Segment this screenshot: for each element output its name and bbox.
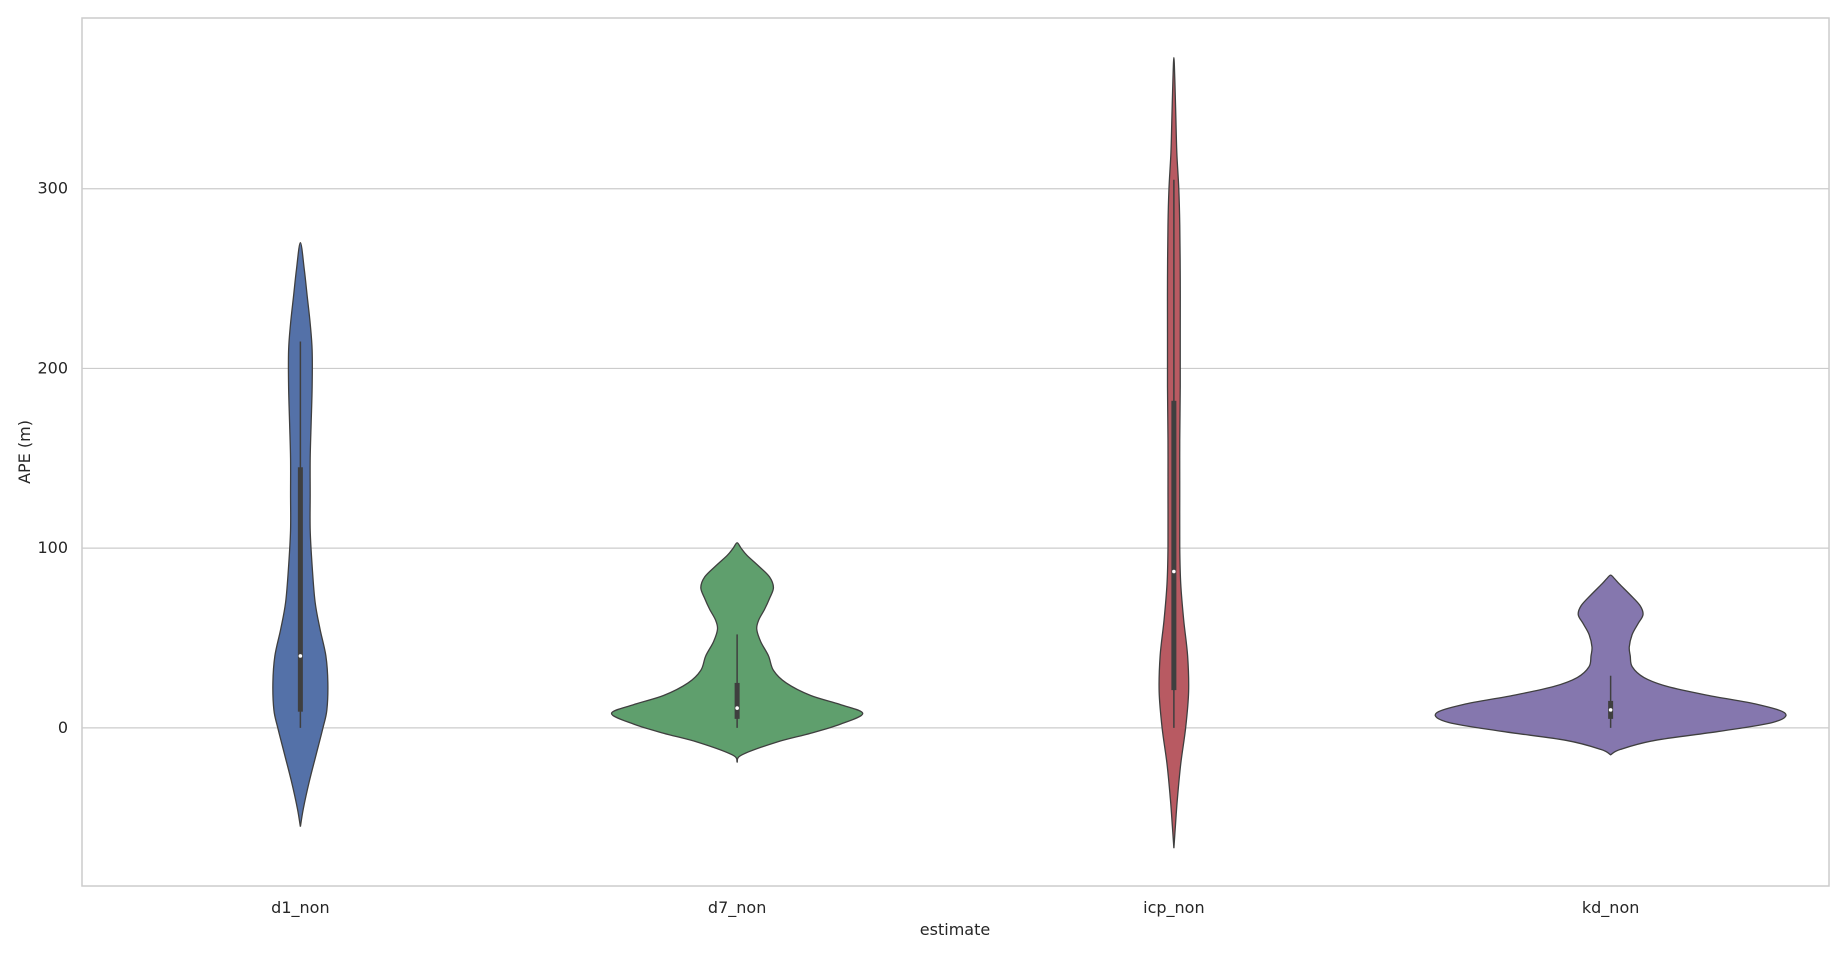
y-tick-label: 200 [37, 358, 68, 377]
violin-d1_non [272, 241, 329, 827]
y-tick-label: 0 [58, 718, 68, 737]
violin-median [1172, 569, 1176, 574]
violin-icp_non [1158, 56, 1190, 849]
plot-frame [81, 17, 1830, 887]
y-tick-labels: 0 100 200 300 [37, 179, 68, 737]
violin-body [1434, 574, 1787, 756]
violin-d7_non [610, 542, 864, 764]
y-tick-label: 300 [37, 179, 68, 198]
violin-median [298, 654, 303, 658]
y-tick-label: 100 [37, 538, 68, 557]
violin-iqr-box [297, 467, 303, 712]
violin-iqr-box [1171, 400, 1177, 691]
violin-iqr-box [734, 682, 740, 719]
violin-kd_non [1434, 574, 1787, 756]
x-tick-label: icp_non [1143, 898, 1204, 918]
y-axis-label: APE (m) [15, 420, 34, 484]
x-tick-labels: d1_non d7_non icp_non kd_non [271, 898, 1639, 918]
plot-background [82, 18, 1829, 886]
x-tick-label: d1_non [271, 898, 329, 918]
x-tick-label: kd_non [1582, 898, 1640, 918]
violin-median [735, 706, 739, 710]
violin-median [1608, 708, 1613, 712]
x-axis-label: estimate [920, 920, 990, 939]
x-tick-label: d7_non [708, 898, 766, 918]
violins [272, 56, 1787, 849]
